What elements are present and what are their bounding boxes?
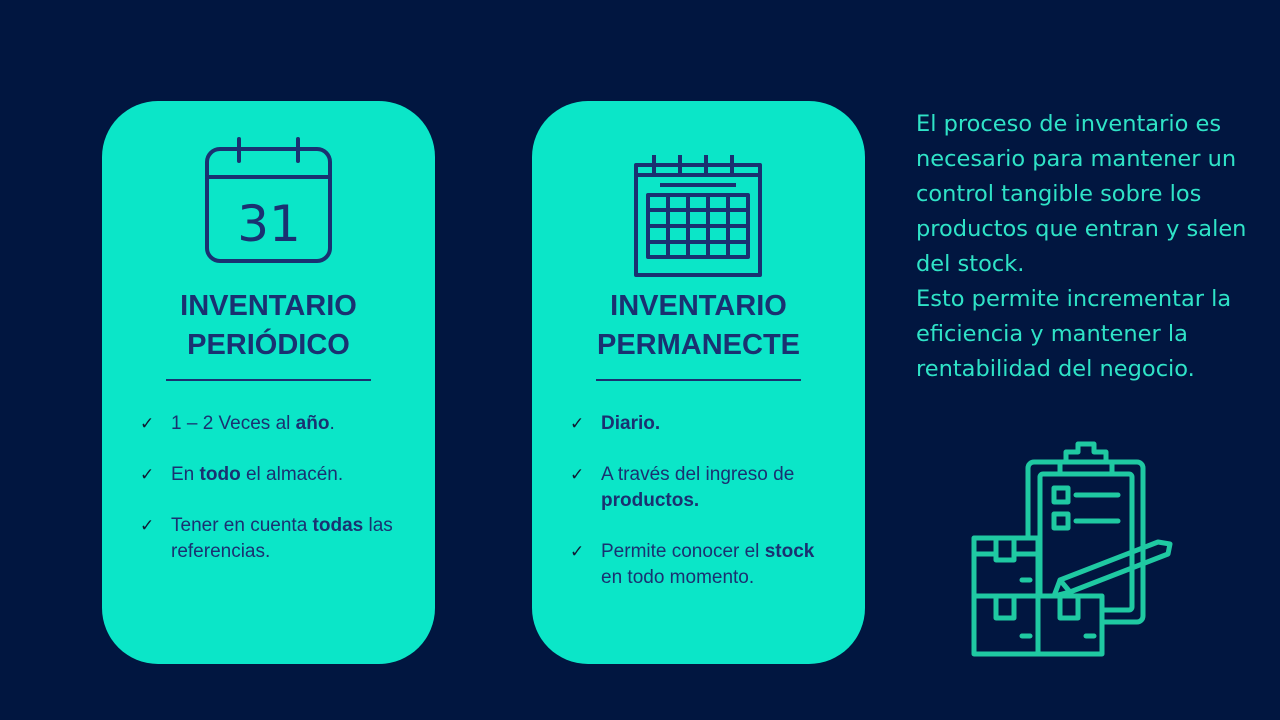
card-title: INVENTARIO PERMANECTE [532, 287, 865, 365]
calendar-day-number: 31 [237, 195, 301, 253]
bullet-item: ✓ Permite conocer el stock en todo moment… [570, 541, 815, 588]
card-title-line1: INVENTARIO [180, 290, 357, 322]
card-title-line1: INVENTARIO [610, 290, 787, 322]
clipboard-boxes-pen-icon [968, 440, 1180, 667]
bullet-item: ✓ Tener en cuenta todas las referencias. [140, 515, 393, 562]
check-icon: ✓ [570, 465, 585, 484]
card-inventario-permanente: INVENTARIO PERMANECTE ✓ Diario. ✓ A través… [532, 101, 865, 664]
card-title-line2: PERMANECTE [596, 329, 800, 361]
title-divider [166, 379, 371, 381]
check-icon: ✓ [570, 542, 585, 561]
description-text: El proceso de inventario es necesario pa… [916, 107, 1266, 387]
check-icon: ✓ [140, 465, 155, 484]
bullet-item: ✓ En todo el almacén. [140, 462, 410, 488]
bullet-item: ✓ A través del ingreso de productos. [570, 464, 795, 511]
card-inventario-periodico: 31 INVENTARIO PERIÓDICO ✓ 1 – 2 Veces al … [102, 101, 435, 664]
card-title-line2: PERIÓDICO [187, 329, 350, 361]
bullet-list: ✓ 1 – 2 Veces al año. ✓ En todo el almacén… [140, 411, 410, 590]
check-icon: ✓ [140, 414, 155, 433]
bullet-item: ✓ Diario. [570, 411, 840, 437]
description-paragraph-2: Esto permite incrementar la eficiencia y… [916, 286, 1232, 382]
calendar-grid-icon [532, 153, 865, 278]
check-icon: ✓ [570, 414, 585, 433]
bullet-list: ✓ Diario. ✓ A través del ingreso de produc… [570, 411, 840, 616]
card-title: INVENTARIO PERIÓDICO [102, 287, 435, 365]
title-divider [596, 379, 801, 381]
check-icon: ✓ [140, 516, 155, 535]
bullet-item: ✓ 1 – 2 Veces al año. [140, 411, 410, 437]
description-paragraph-1: El proceso de inventario es necesario pa… [916, 111, 1247, 277]
calendar-31-icon: 31 [102, 137, 435, 265]
